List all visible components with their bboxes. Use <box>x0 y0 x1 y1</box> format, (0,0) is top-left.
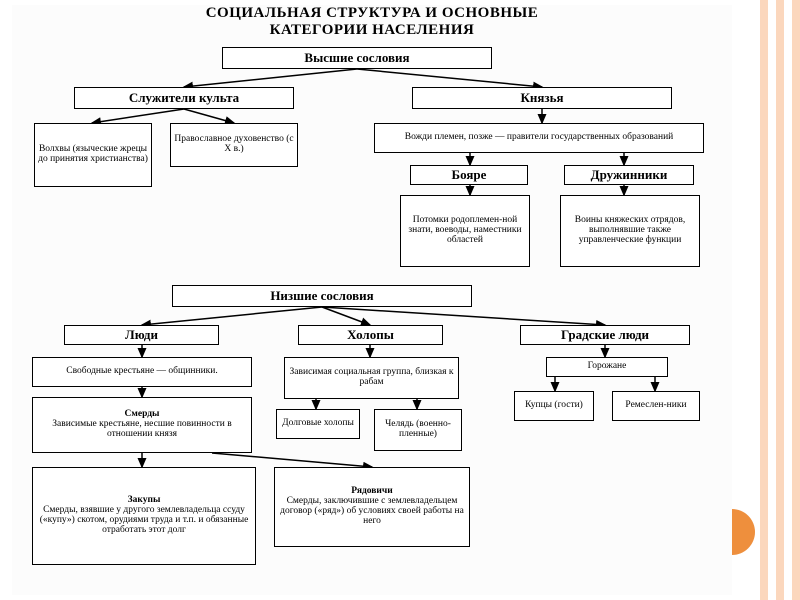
box-kuptsy: Купцы (гости) <box>514 391 594 421</box>
box-vozhdi: Вожди племен, позже — правители государс… <box>374 123 704 153</box>
box-svob: Свободные крестьяне — общинники. <box>32 357 252 387</box>
smerdy-header: Смерды <box>125 409 160 419</box>
title-line2: КАТЕГОРИИ НАСЕЛЕНИЯ <box>270 22 475 38</box>
box-volkhvy: Волхвы (языческие жрецы до принятия хрис… <box>34 123 152 187</box>
title-line1: СОЦИАЛЬНАЯ СТРУКТУРА И ОСНОВНЫЕ <box>206 5 539 21</box>
stripe-1 <box>760 0 768 600</box>
box-upper: Высшие сословия <box>222 47 492 69</box>
zakupy-body: Смерды, взявшие у другого землевладельца… <box>40 505 249 535</box>
box-boyare: Бояре <box>410 165 528 185</box>
stripe-2 <box>768 0 776 600</box>
zakupy-header: Закупы <box>128 495 161 505</box>
box-ryad: Рядовичи Смерды, заключившие с землевлад… <box>274 467 470 547</box>
box-chelyad: Челядь (военно-пленные) <box>374 409 462 451</box>
box-cult: Служители культа <box>74 87 294 109</box>
box-kholopy: Холопы <box>298 325 443 345</box>
stripe-5 <box>792 0 800 600</box>
box-voiny: Воины княжеских отрядов, выполнявшие так… <box>560 195 700 267</box>
box-pravosl: Православное духовенство (с X в.) <box>170 123 298 167</box>
ryad-header: Рядовичи <box>351 486 392 496</box>
box-zakupy: Закупы Смерды, взявшие у другого землевл… <box>32 467 256 565</box>
page-title: СОЦИАЛЬНАЯ СТРУКТУРА И ОСНОВНЫЕ КАТЕГОРИ… <box>12 5 732 39</box>
box-zavis: Зависимая социальная группа, близкая к р… <box>284 357 459 399</box>
box-dolg: Долговые холопы <box>276 409 360 439</box>
stripe-3 <box>776 0 784 600</box>
box-remesl: Ремеслен-ники <box>612 391 700 421</box>
box-lower: Низшие сословия <box>172 285 472 307</box>
box-lyudi: Люди <box>64 325 219 345</box>
box-smerdy: Смерды Зависимые крестьяне, несшие повин… <box>32 397 252 453</box>
box-grad: Градские люди <box>520 325 690 345</box>
side-stripes <box>760 0 800 600</box>
smerdy-body: Зависимые крестьяне, несшие повинности в… <box>52 419 231 439</box>
box-princes: Князья <box>412 87 672 109</box>
box-druzh: Дружинники <box>564 165 694 185</box>
diagram-container: СОЦИАЛЬНАЯ СТРУКТУРА И ОСНОВНЫЕ КАТЕГОРИ… <box>12 5 732 595</box>
box-gorozh: Горожане <box>546 357 668 377</box>
stripe-4 <box>784 0 792 600</box>
ryad-body: Смерды, заключившие с землевладельцем до… <box>280 496 464 526</box>
box-potomki: Потомки родоплемен-ной знати, воеводы, н… <box>400 195 530 267</box>
